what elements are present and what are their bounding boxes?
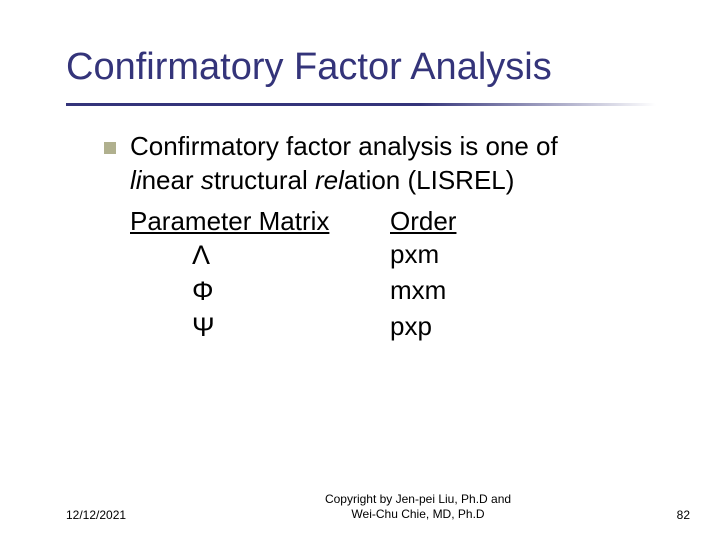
order-pxm: pxm [390,237,550,273]
symbol-lambda: Λ [130,237,390,273]
lisrel-near: near [142,165,201,195]
lisrel-ation: ation (LISREL) [344,165,515,195]
slide: Confirmatory Factor Analysis Confirmator… [0,0,720,540]
lisrel-s: s [201,165,214,195]
lisrel-li: li [130,165,142,195]
body-area: Confirmatory factor analysis is one of l… [0,106,720,198]
footer-page-number: 82 [650,508,690,522]
table-row: Λ pxm [130,237,720,273]
table-row: Φ mxm [130,273,720,309]
rule-wrap [0,97,720,106]
slide-title: Confirmatory Factor Analysis [66,46,680,89]
table-row: Ψ pxp [130,309,720,345]
symbol-phi: Φ [130,273,390,309]
lisrel-rel: rel [315,165,344,195]
footer: 12/12/2021 Copyright by Jen-pei Liu, Ph.… [0,492,720,522]
footer-date: 12/12/2021 [66,508,186,522]
footer-copyright: Copyright by Jen-pei Liu, Ph.D and Wei-C… [186,492,650,522]
header-order: Order [390,206,550,237]
order-mxm: mxm [390,273,550,309]
header-parameter-matrix: Parameter Matrix [130,206,390,237]
symbol-psi: Ψ [130,309,390,345]
table-header-row: Parameter Matrix Order [130,206,720,237]
order-pxp: pxp [390,309,550,345]
copyright-line-2: Wei-Chu Chie, MD, Ph.D [351,507,484,521]
bullet-square-icon [104,142,116,154]
lisrel-tructural: tructural [214,165,315,195]
body-line-2: linear structural relation (LISREL) [130,164,670,198]
title-wrap: Confirmatory Factor Analysis [0,0,720,97]
copyright-line-1: Copyright by Jen-pei Liu, Ph.D and [325,492,511,506]
body-line-1: Confirmatory factor analysis is one of [130,130,670,164]
parameter-table: Parameter Matrix Order Λ pxm Φ mxm Ψ pxp [0,198,720,346]
